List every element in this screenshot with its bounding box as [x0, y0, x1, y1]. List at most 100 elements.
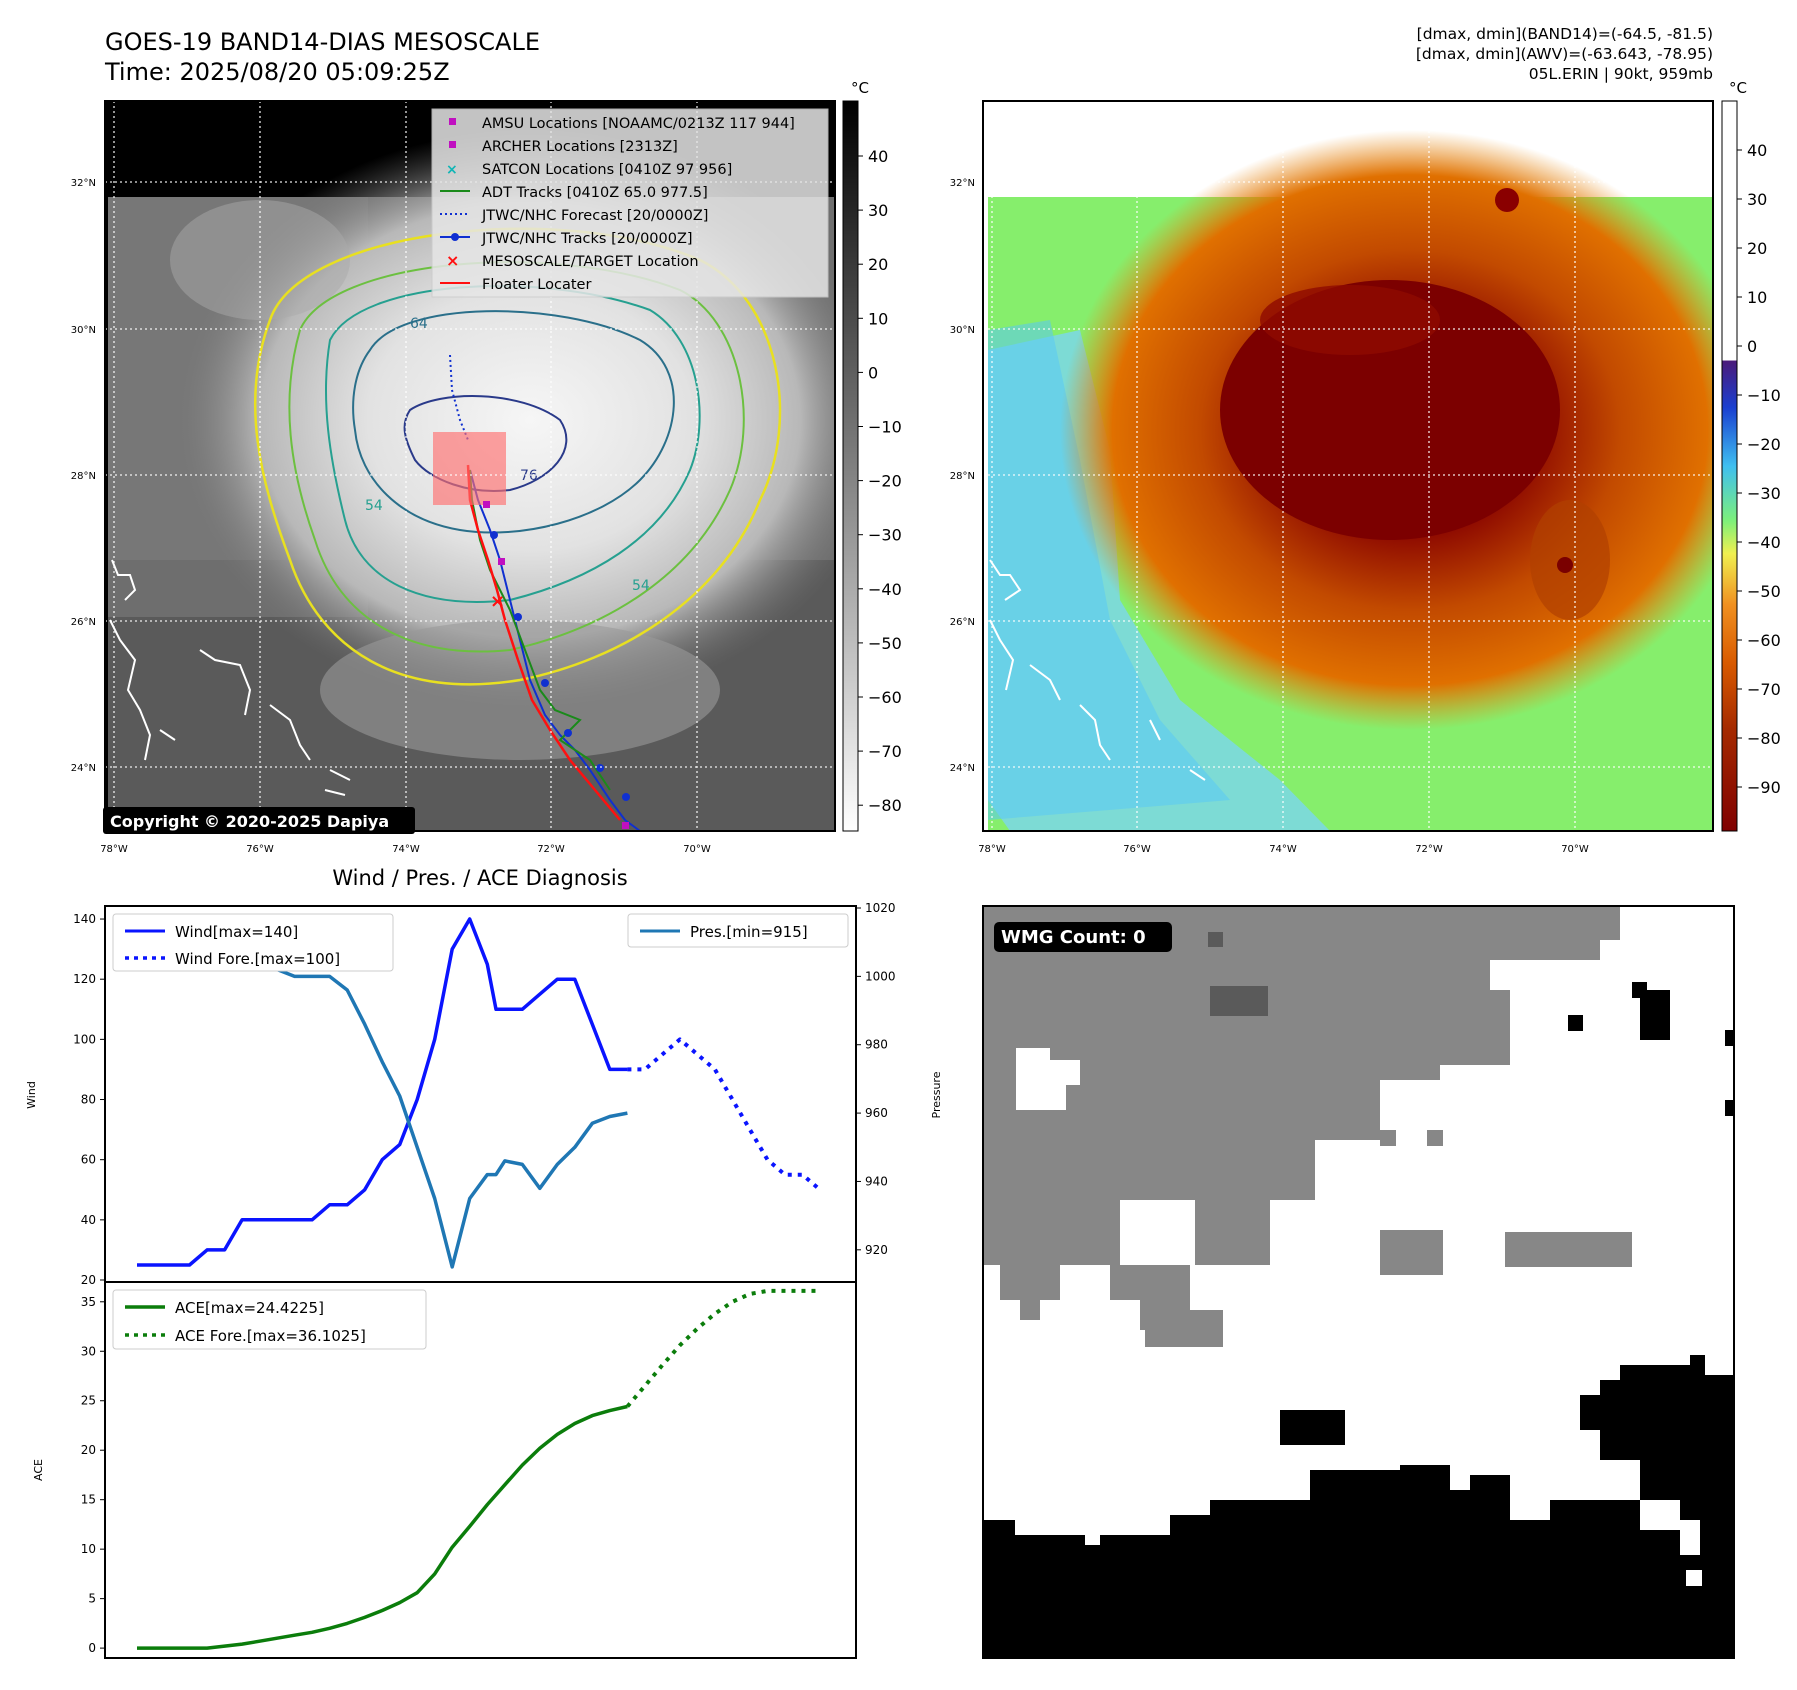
ace-line	[137, 1404, 628, 1650]
legend-adt: ADT Tracks [0410Z 65.0 977.5]	[482, 185, 708, 201]
colorbar-tick-label: 40	[1747, 141, 1767, 160]
ir-lon-labels: 78°W 76°W 74°W 72°W 70°W	[100, 844, 711, 855]
legend-jtwc-tracks: JTWC/NHC Tracks [20/0000Z]	[481, 231, 693, 247]
y-tick-label: 980	[865, 1038, 888, 1052]
ir-lat-28: 28°N	[71, 471, 96, 482]
ir-lon-76: 76°W	[246, 844, 274, 855]
y-tick-label: 20	[81, 1273, 96, 1287]
colorbar-tick-label: 10	[868, 309, 888, 328]
contour-label-54a: 54	[365, 498, 383, 514]
colorbar-tick-label: −10	[868, 418, 902, 437]
y-tick-label: 60	[81, 1153, 96, 1167]
ace-series-layer	[137, 1288, 820, 1650]
awv-lat-32: 32°N	[950, 178, 975, 189]
y-tick-label: 1020	[865, 901, 896, 915]
ir-lat-24: 24°N	[71, 763, 96, 774]
ace-axis-label: ACE	[32, 1459, 45, 1481]
y-tick-label: 940	[865, 1174, 888, 1188]
ir-lon-72: 72°W	[537, 844, 565, 855]
wind-line	[137, 917, 628, 1267]
svg-text:×: ×	[490, 591, 505, 612]
y-tick-label: 5	[88, 1592, 96, 1606]
ir-lat-26: 26°N	[71, 617, 96, 628]
ir-map-legend: AMSU Locations [NOAAMC/0213Z 117 944] AR…	[431, 108, 829, 298]
ir-lon-78: 78°W	[100, 844, 128, 855]
y-tick-label: 920	[865, 1243, 888, 1257]
awv-lon-76: 76°W	[1123, 844, 1151, 855]
colorbar-tick-label: −50	[1747, 582, 1781, 601]
wmg-panel: WMG Count: 0	[982, 905, 1735, 1659]
colorbar-tick-label: −80	[1747, 729, 1781, 748]
pressure-axis-label: Pressure	[930, 1071, 943, 1118]
y-tick-label: 15	[81, 1493, 96, 1507]
y-tick-label: 80	[81, 1093, 96, 1107]
ir-lon-70: 70°W	[683, 844, 711, 855]
svg-text:×: ×	[446, 251, 459, 270]
awv-lat-28: 28°N	[950, 471, 975, 482]
y-tick-label: 0	[88, 1641, 96, 1655]
awv-lat-26: 26°N	[950, 617, 975, 628]
y-tick-label: 40	[81, 1213, 96, 1227]
mesoscale-target-box	[433, 432, 506, 505]
awv-lon-78: 78°W	[978, 844, 1006, 855]
colorbar-tick-label: 10	[1747, 288, 1767, 307]
colorbar-tick-label: 40	[868, 147, 888, 166]
colorbar-tick-label: −90	[1747, 778, 1781, 797]
ir-colorbar-unit: °C	[851, 79, 869, 97]
y-tick-label: 20	[81, 1443, 96, 1457]
copyright-badge: Copyright © 2020-2025 Dapiya	[110, 812, 389, 831]
colorbar-tick-label: −40	[868, 580, 902, 599]
colorbar-tick-label: −60	[868, 688, 902, 707]
pressure-y-axis: 920 940 960 980 1000 1020	[856, 901, 896, 1257]
colorbar-tick-label: 30	[868, 201, 888, 220]
colorbar-tick-label: −20	[868, 472, 902, 491]
contour-label-54b: 54	[632, 578, 650, 594]
y-tick-label: 30	[81, 1344, 96, 1358]
legend-target: MESOSCALE/TARGET Location	[482, 254, 699, 270]
y-tick-label: 10	[81, 1542, 96, 1556]
colorbar-tick-label: −30	[868, 526, 902, 545]
ir-colorbar: °C 40 30 20 10 0 −10 −20 −30 −40 −50 −60 −70 −80	[842, 79, 902, 832]
y-tick-label: 960	[865, 1106, 888, 1120]
wind-axis-label: Wind	[25, 1081, 38, 1109]
y-tick-label: 120	[73, 972, 96, 986]
y-tick-label: 25	[81, 1394, 96, 1408]
colorbar-tick-label: 30	[1747, 190, 1767, 209]
awv-lat-24: 24°N	[950, 763, 975, 774]
awv-lon-labels: 78°W 76°W 74°W 72°W 70°W	[978, 844, 1589, 855]
wmg-raster	[983, 906, 1734, 1658]
legend-jtwc-forecast: JTWC/NHC Forecast [20/0000Z]	[481, 208, 708, 224]
svg-text:×: ×	[446, 162, 458, 178]
legend-wind-fore: Wind Fore.[max=100]	[175, 950, 340, 968]
wind-forecast-line	[627, 1037, 822, 1192]
colorbar-tick-label: −70	[1747, 680, 1781, 699]
colorbar-tick-label: −30	[1747, 484, 1781, 503]
info-band14-range: [dmax, dmin](BAND14)=(-64.5, -81.5)	[1417, 25, 1713, 43]
figure-title-line2: Time: 2025/08/20 05:09:25Z	[104, 58, 450, 86]
awv-colorbar-unit: °C	[1729, 79, 1747, 97]
legend-satcon: SATCON Locations [0410Z 97 956]	[482, 162, 732, 178]
pressure-legend: Pres.[min=915]	[627, 913, 849, 948]
colorbar-tick-label: 20	[1747, 239, 1767, 258]
awv-imagery	[983, 101, 1713, 831]
legend-floater: Floater Locater	[482, 277, 591, 293]
info-storm: 05L.ERIN | 90kt, 959mb	[1529, 65, 1713, 83]
header: GOES-19 BAND14-DIAS MESOSCALE Time: 2025…	[104, 25, 1713, 86]
awv-lat-30: 30°N	[950, 325, 975, 336]
legend-wind: Wind[max=140]	[175, 923, 298, 941]
ace-y-axis: 0 5 10 15 20 25 30 35	[81, 1295, 105, 1655]
awv-lat-labels: 32°N 30°N 28°N 26°N 24°N	[950, 178, 975, 774]
y-tick-label: 100	[73, 1032, 96, 1046]
colorbar-tick-label: 0	[868, 363, 878, 382]
colorbar-tick-label: −40	[1747, 533, 1781, 552]
colorbar-tick-label: −10	[1747, 386, 1781, 405]
legend-pressure: Pres.[min=915]	[690, 923, 808, 941]
awv-lon-70: 70°W	[1561, 844, 1589, 855]
ace-legend: ACE[max=24.4225] ACE Fore.[max=36.1025]	[112, 1289, 427, 1350]
colorbar-tick-label: −70	[868, 742, 902, 761]
ir-lon-74: 74°W	[392, 844, 420, 855]
ir-lat-labels: 32°N 30°N 28°N 26°N 24°N	[71, 178, 96, 774]
awv-lon-72: 72°W	[1415, 844, 1443, 855]
contour-label-76: 76	[520, 468, 538, 484]
